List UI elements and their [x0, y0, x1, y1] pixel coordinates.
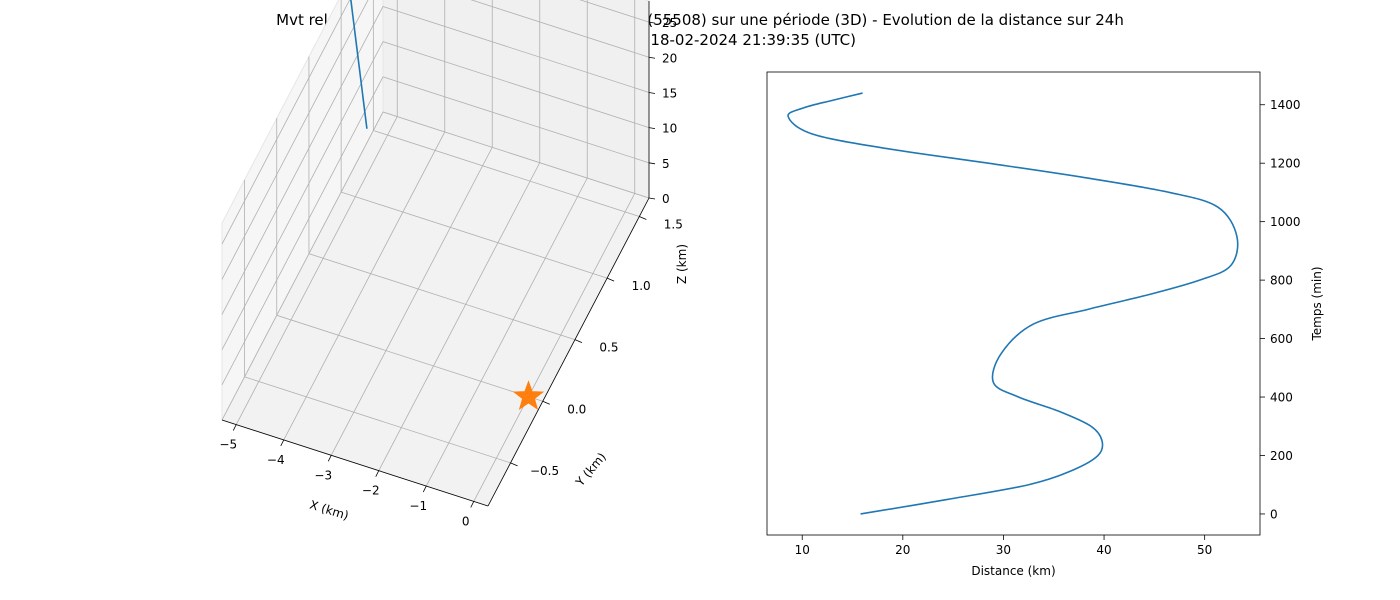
- y-tick-label: 1000: [1270, 215, 1301, 229]
- y-tick-label: 0.5: [599, 341, 618, 355]
- plot-frame: [766, 71, 1261, 536]
- x-axis-label: Distance (km): [971, 564, 1055, 578]
- gridline-z: [221, 5, 650, 315]
- y-axis-label: Y (km): [572, 450, 609, 490]
- y-axis-label: Temps (min): [1310, 266, 1324, 341]
- x-tick-label: 20: [895, 543, 910, 557]
- y-tick-label: 400: [1270, 391, 1293, 405]
- x-tick: [375, 470, 380, 477]
- z-tick-label: 5: [662, 157, 670, 171]
- z-axis-label: Z (km): [675, 244, 689, 284]
- z-tick: [648, 162, 656, 165]
- x-tick-label: −3: [314, 468, 332, 482]
- z-tick: [648, 21, 656, 24]
- x-tick-label: 30: [996, 543, 1011, 557]
- z-tick-label: 0: [662, 192, 670, 206]
- z-tick: [648, 92, 656, 94]
- z-tick-label: 25: [662, 16, 677, 30]
- z-tick: [648, 127, 656, 130]
- gridline-z: [221, 0, 650, 245]
- plot-3d-trajectory: −5 −4 −3 −2 −1 0 −0.5 0.0 0.5 1.0 1.5 0 5 10 15 20 25 X (…: [219, 0, 689, 528]
- gridline-z: [221, 76, 650, 386]
- star-marker: [512, 380, 545, 410]
- distance-curve: [787, 92, 1239, 515]
- y-tick-label: 1400: [1270, 98, 1301, 112]
- x-tick-label: 10: [795, 543, 810, 557]
- y-tick-label: −0.5: [530, 464, 559, 478]
- x-tick-label: 50: [1197, 543, 1212, 557]
- x-tick: [470, 501, 475, 508]
- z-tick-label: 15: [662, 86, 677, 100]
- y-tick: [574, 339, 583, 344]
- y-tick-label: 1.5: [664, 217, 683, 231]
- y-tick-label: 200: [1270, 449, 1293, 463]
- y-tick-label: 1200: [1270, 157, 1301, 171]
- y-axis-line: [487, 197, 650, 507]
- y-tick-label: 0: [1270, 507, 1278, 521]
- gridline-z: [221, 41, 650, 350]
- z-tick-label: 10: [662, 122, 677, 136]
- x-tick-label: 0: [462, 514, 470, 528]
- trajectory-line: [350, 0, 368, 129]
- z-tick-label: 20: [662, 51, 677, 65]
- y-tick-label: 1.0: [632, 279, 651, 293]
- y-tick: [510, 462, 518, 467]
- x-tick: [327, 455, 332, 462]
- z-tick: [648, 56, 656, 59]
- x-tick-label: −5: [219, 438, 237, 452]
- x-tick-label: −1: [409, 499, 427, 513]
- y-tick: [606, 277, 615, 282]
- x-tick-label: 40: [1096, 543, 1111, 557]
- x-axis-line: [221, 419, 489, 507]
- x-tick-label: −4: [267, 453, 285, 467]
- x-tick-label: −2: [362, 484, 380, 498]
- z-tick: [648, 197, 656, 200]
- y-tick-label: 800: [1270, 274, 1293, 288]
- gridline-z: [221, 0, 650, 280]
- y-tick-label: 0.0: [567, 402, 586, 416]
- plot-distance-time: 10 20 30 40 50 0 200 400 600 800 1000 1200 1400 Dista…: [766, 71, 1324, 578]
- x-tick: [232, 424, 237, 431]
- x-tick: [280, 439, 285, 447]
- y-tick: [542, 400, 550, 405]
- y-tick: [639, 216, 647, 220]
- x-axis-label: X (km): [308, 498, 350, 523]
- gridline-z: [221, 111, 650, 421]
- x-tick: [422, 485, 427, 493]
- y-tick-label: 600: [1270, 332, 1293, 346]
